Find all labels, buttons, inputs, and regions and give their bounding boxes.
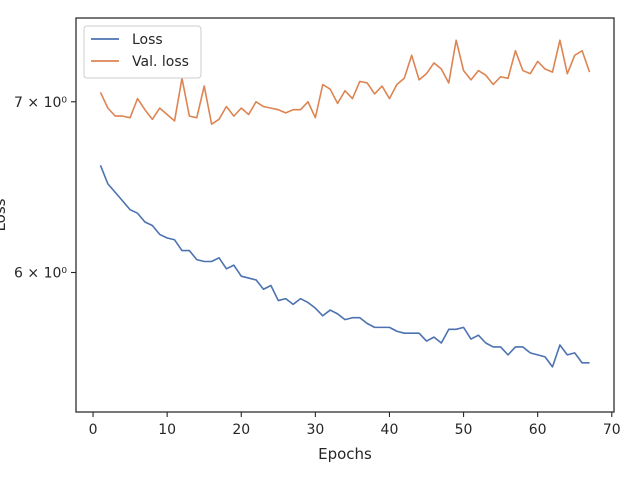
x-tick-label: 20 <box>232 422 250 438</box>
series-line-loss <box>99 164 590 368</box>
y-axis-label: Loss <box>0 198 9 231</box>
x-tick-label: 40 <box>381 422 399 438</box>
legend-label-val-loss: Val. loss <box>132 54 189 70</box>
x-axis-ticks: 0 10 20 30 40 50 60 70 <box>89 412 621 438</box>
x-tick-label: 50 <box>455 422 473 438</box>
plot-area-frame <box>75 17 615 413</box>
x-tick-label: 10 <box>158 422 176 438</box>
y-tick-label: 6 × 10⁰ <box>14 266 67 282</box>
legend-label-loss: Loss <box>132 32 163 48</box>
x-tick-label: 30 <box>306 422 324 438</box>
y-tick-label: 7 × 10⁰ <box>14 95 67 111</box>
legend: Loss Val. loss <box>83 25 202 79</box>
x-tick-label: 60 <box>529 422 547 438</box>
y-axis-ticks: 6 × 10⁰ 7 × 10⁰ <box>14 95 76 282</box>
x-tick-label: 70 <box>603 422 621 438</box>
x-tick-label: 0 <box>89 422 98 438</box>
x-axis-label: Epochs <box>318 445 372 463</box>
